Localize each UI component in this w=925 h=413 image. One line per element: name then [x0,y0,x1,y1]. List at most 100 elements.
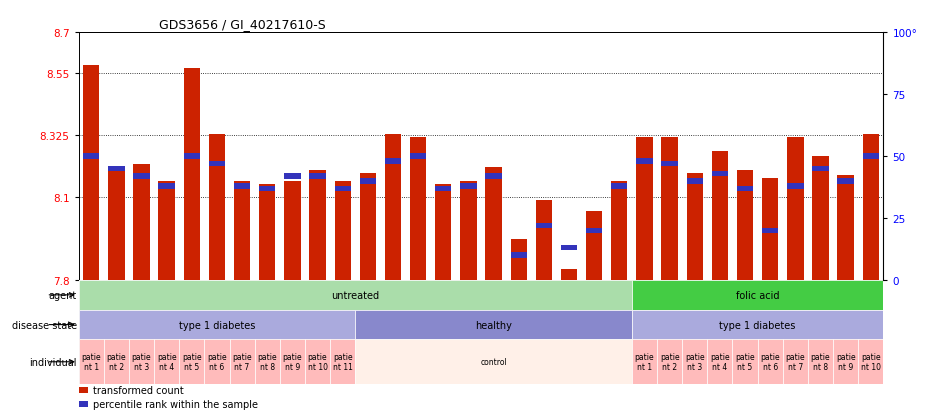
Text: patie
nt 9: patie nt 9 [282,353,302,371]
Bar [305,339,330,384]
Bar [184,69,200,280]
Bar [661,138,678,280]
Text: patie
nt 2: patie nt 2 [660,353,680,371]
Bar [79,280,632,310]
Bar [309,171,326,280]
Text: patie
nt 8: patie nt 8 [810,353,831,371]
Bar [858,339,883,384]
Bar [335,186,351,192]
Text: patie
nt 3: patie nt 3 [131,353,152,371]
Bar [762,179,778,280]
Bar [536,201,552,280]
Bar [259,184,276,280]
Bar [657,339,683,384]
Text: patie
nt 9: patie nt 9 [836,353,856,371]
Bar [837,176,854,280]
Bar [837,179,854,184]
Bar [335,181,351,280]
Bar [783,339,808,384]
Bar [279,339,305,384]
Text: healthy: healthy [475,320,512,330]
Bar [385,135,401,280]
Bar [435,184,451,280]
Text: patie
nt 7: patie nt 7 [785,353,805,371]
Text: patie
nt 7: patie nt 7 [232,353,252,371]
Bar [204,339,229,384]
Text: type 1 diabetes: type 1 diabetes [179,320,255,330]
Bar [284,181,301,280]
Bar [708,339,733,384]
Bar [209,135,225,280]
Bar [611,184,627,189]
Bar [632,280,883,310]
Text: patie
nt 10: patie nt 10 [307,353,327,371]
Text: patie
nt 8: patie nt 8 [257,353,278,371]
Bar [435,186,451,192]
Bar [762,228,778,234]
Bar [733,339,758,384]
Bar [461,181,476,280]
Bar [410,154,426,159]
Text: patie
nt 3: patie nt 3 [684,353,705,371]
Bar [79,401,88,407]
Text: GDS3656 / GI_40217610-S: GDS3656 / GI_40217610-S [159,17,326,31]
Bar [83,66,99,280]
Bar [184,154,200,159]
Bar [385,159,401,164]
Bar [158,181,175,280]
Bar [686,173,703,280]
Bar [104,339,129,384]
Bar [686,179,703,184]
Text: type 1 diabetes: type 1 diabetes [720,320,796,330]
Bar [611,181,627,280]
Bar [561,269,577,280]
Bar [234,181,251,280]
Bar [683,339,708,384]
Bar [737,186,753,192]
Bar [360,179,376,184]
Bar [812,157,829,280]
Bar [79,339,104,384]
Bar [154,339,179,384]
Bar [108,166,125,172]
Text: patie
nt 4: patie nt 4 [710,353,730,371]
Bar [661,161,678,167]
Bar [108,168,125,280]
Bar [254,339,279,384]
Bar [636,138,653,280]
Bar [863,154,879,159]
Bar [711,151,728,280]
Bar [284,174,301,179]
Bar [833,339,858,384]
Text: percentile rank within the sample: percentile rank within the sample [93,399,258,409]
Bar [711,171,728,177]
Text: transformed count: transformed count [93,385,184,395]
Bar [586,228,602,234]
Bar [259,186,276,192]
Bar [787,138,804,280]
Text: folic acid: folic acid [736,290,780,300]
Bar [808,339,833,384]
Text: patie
nt 5: patie nt 5 [182,353,202,371]
Text: disease state: disease state [12,320,77,330]
Bar [355,339,632,384]
Text: patie
nt 5: patie nt 5 [735,353,755,371]
Bar [234,184,251,189]
Bar [309,174,326,179]
Bar [79,310,355,339]
Bar [133,174,150,179]
Bar [79,387,88,393]
Text: individual: individual [30,357,77,367]
Bar [561,245,577,251]
Bar [632,310,883,339]
Bar [229,339,254,384]
Bar [410,138,426,280]
Bar [360,173,376,280]
Bar [129,339,154,384]
Text: control: control [480,357,507,366]
Text: untreated: untreated [331,290,379,300]
Bar [133,165,150,280]
Text: patie
nt 1: patie nt 1 [635,353,654,371]
Bar [812,166,829,172]
Bar [330,339,355,384]
